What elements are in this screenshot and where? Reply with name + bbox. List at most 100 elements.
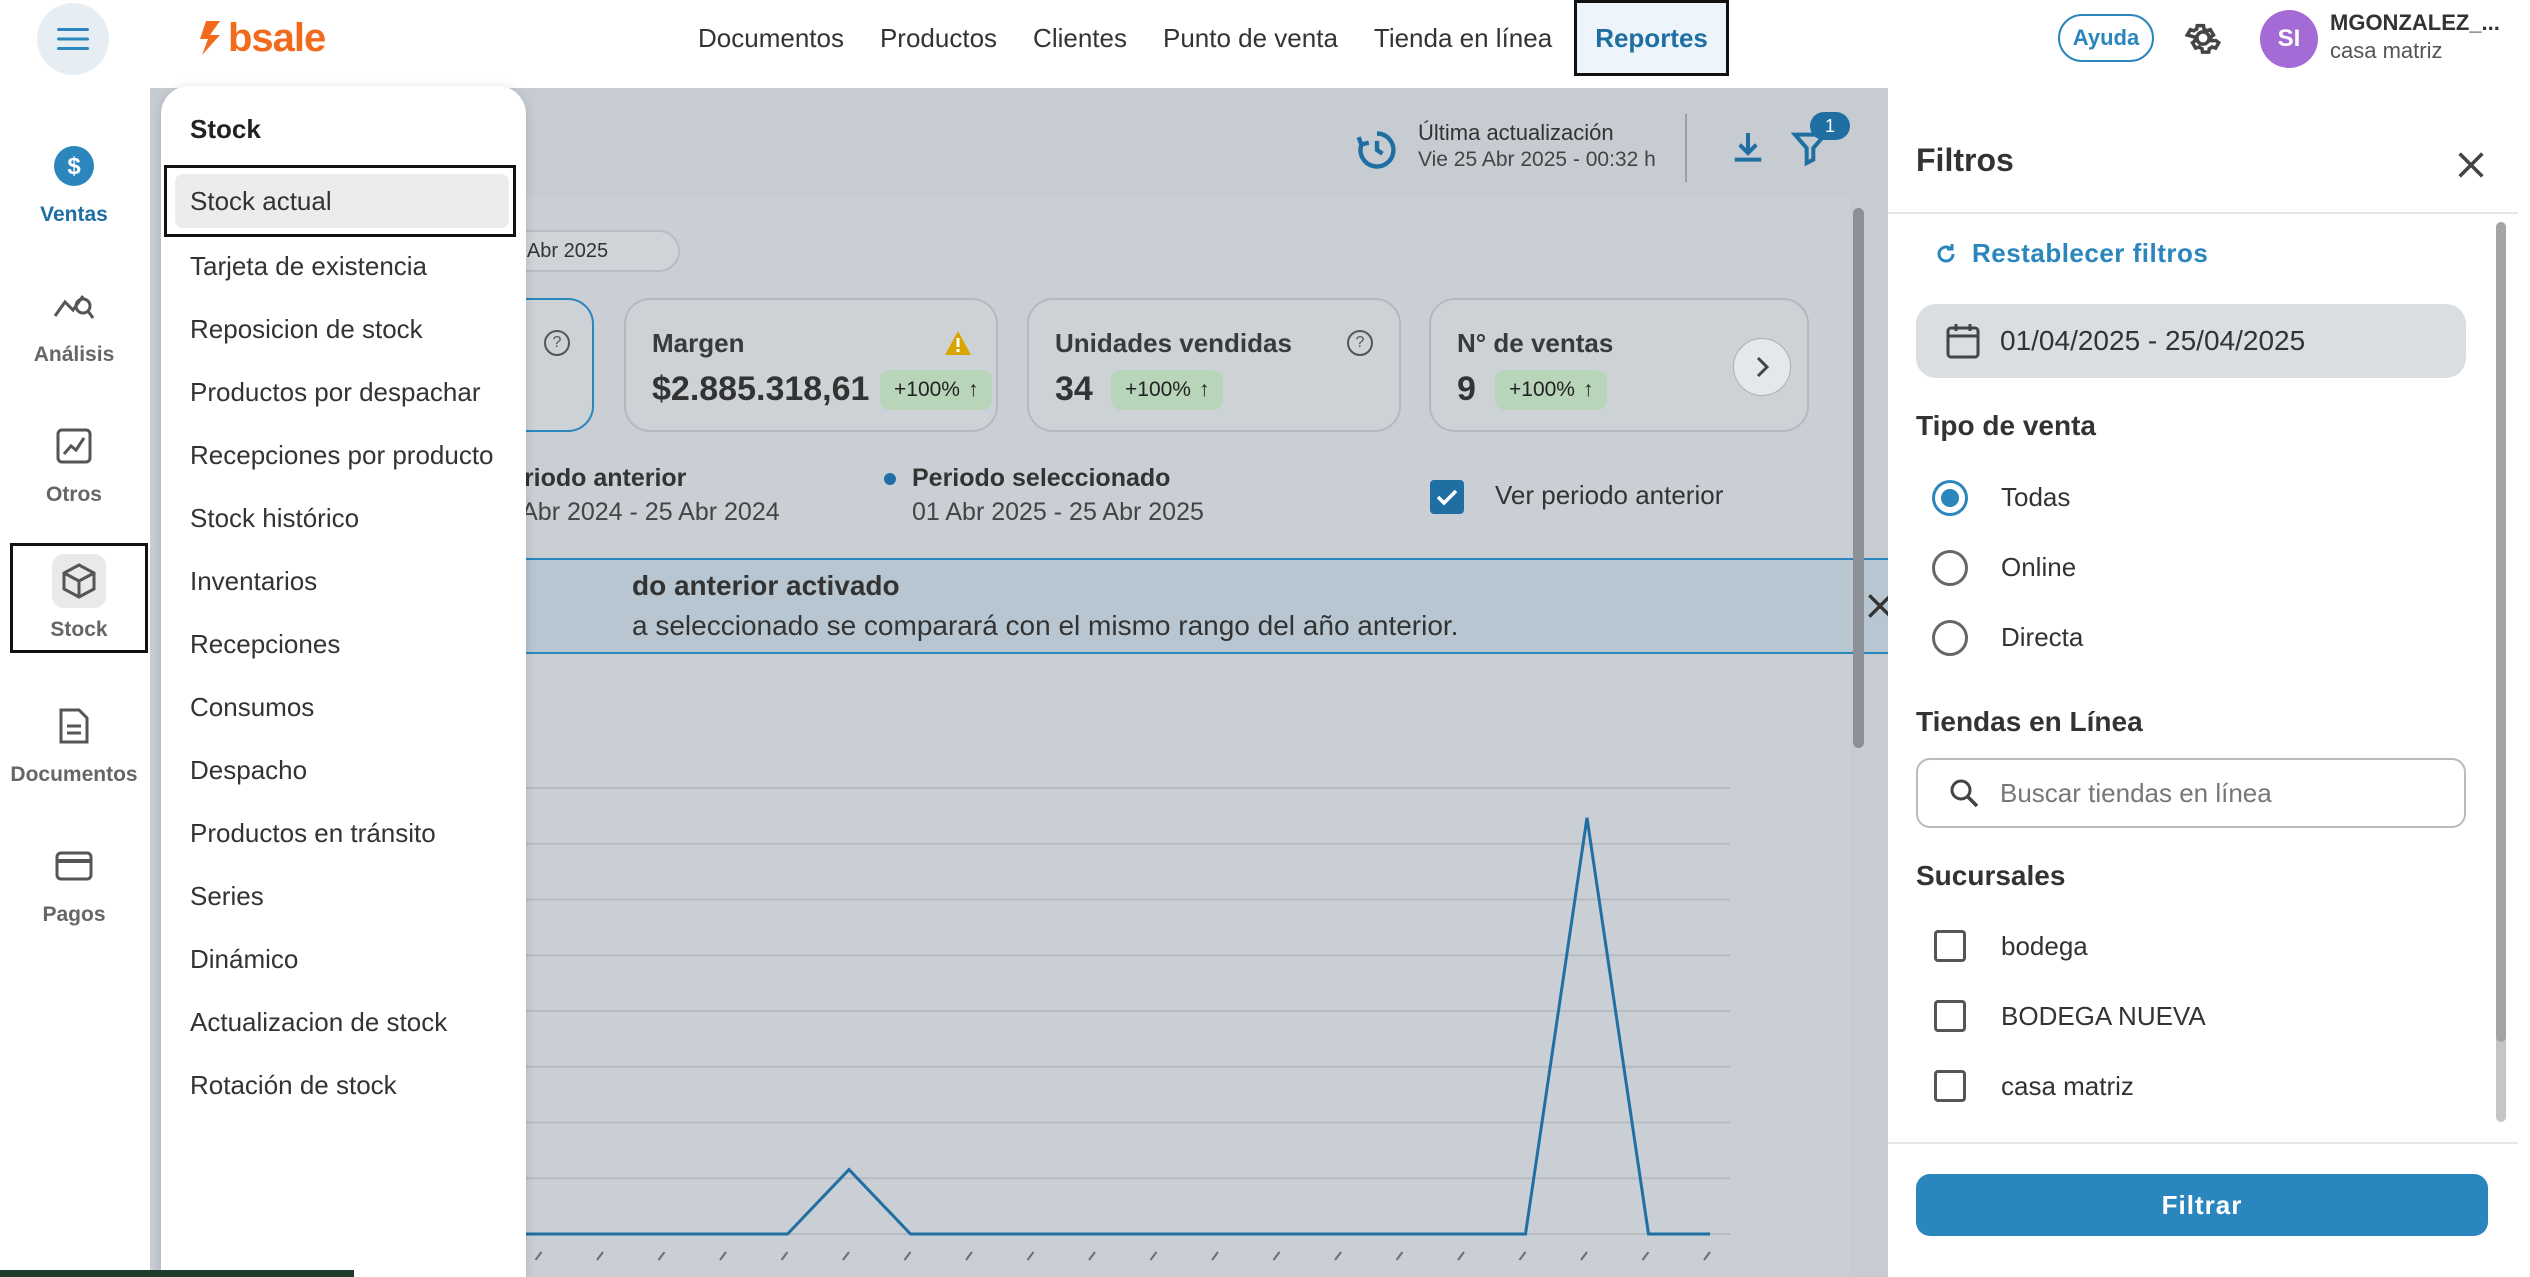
cards-next-button[interactable] (1733, 338, 1791, 396)
date-range-value: 01/04/2025 - 25/04/2025 (2000, 325, 2306, 356)
help-circle-icon[interactable]: ? (544, 330, 570, 356)
help-button[interactable]: Ayuda (2058, 14, 2154, 62)
chart-x-tick (1211, 1251, 1219, 1261)
kpi-change: +100% (1509, 378, 1575, 401)
divider (1888, 1142, 2518, 1144)
close-icon[interactable] (2454, 148, 2488, 182)
apply-filters-button[interactable]: Filtrar (1916, 1174, 2488, 1236)
checkbox-bodega-nueva-label[interactable]: BODEGA NUEVA (2001, 1001, 2206, 1031)
kpi-card-unidades[interactable]: Unidades vendidas ? 34 +100% ↑ (1027, 298, 1401, 432)
main-nav: Documentos Productos Clientes Punto de v… (680, 0, 1729, 76)
sidebar-item-ventas[interactable]: $ Ventas (0, 128, 148, 238)
nav-documentos[interactable]: Documentos (698, 22, 844, 53)
sidebar-item-pagos[interactable]: Pagos (0, 828, 148, 938)
checkbox-casa-matriz[interactable] (1934, 1070, 1966, 1102)
report-scrollbar-thumb[interactable] (1853, 208, 1864, 748)
arrow-up-icon: ↑ (1582, 378, 1594, 401)
radio-directa[interactable] (1932, 620, 1968, 656)
chart-x-tick (842, 1251, 850, 1261)
kpi-card-margen[interactable]: Margen $2.885.318,61 +100% ↑ (624, 298, 998, 432)
nav-punto-de-venta[interactable]: Punto de venta (1162, 22, 1338, 53)
alert-title: do anterior activado (632, 570, 900, 601)
radio-todas-label[interactable]: Todas (2001, 482, 2071, 512)
checkbox-bodega-label[interactable]: bodega (2001, 931, 2088, 961)
search-placeholder: Buscar tiendas en línea (2000, 777, 2272, 808)
sidebar-item-otros[interactable]: Otros (0, 408, 148, 518)
menu-item-inventarios[interactable]: Inventarios (190, 565, 318, 596)
nav-productos[interactable]: Productos (879, 22, 998, 53)
chart-x-tick (1395, 1251, 1404, 1261)
online-stores-search-input[interactable]: Buscar tiendas en línea (1916, 758, 2466, 828)
check-icon (1436, 489, 1458, 506)
reset-filters-button[interactable]: Restablecer filtros (1934, 238, 2208, 269)
show-previous-checkbox[interactable] (1430, 480, 1464, 514)
menu-item-recepciones-por-producto[interactable]: Recepciones por producto (190, 439, 494, 470)
chart-x-tick (1518, 1251, 1527, 1261)
radio-directa-label[interactable]: Directa (2001, 622, 2084, 652)
legend-previous-range: l Abr 2024 - 25 Abr 2024 (510, 498, 780, 526)
menu-item-productos-por-despachar[interactable]: Productos por despachar (190, 376, 481, 407)
download-icon[interactable] (1728, 128, 1768, 168)
card-icon (47, 839, 101, 893)
divider (1685, 114, 1687, 182)
show-previous-label[interactable]: Ver periodo anterior (1495, 480, 1724, 510)
sidebar-item-label: Stock (50, 618, 108, 641)
legend-previous-title: eriodo anterior (510, 464, 687, 492)
chart-x-tick (903, 1251, 912, 1261)
help-circle-icon[interactable]: ? (1347, 330, 1373, 356)
trend-chart-icon (47, 419, 101, 473)
nav-tienda-en-linea[interactable]: Tienda en línea (1373, 22, 1553, 53)
date-range-field[interactable]: 01/04/2025 - 25/04/2025 (1916, 304, 2466, 378)
chart-x-tick (965, 1251, 973, 1261)
logo[interactable]: bsale (198, 16, 326, 60)
kpi-value: $2.885.318,61 (652, 370, 870, 408)
close-icon[interactable] (1864, 590, 1888, 622)
nav-reportes[interactable]: Reportes (1574, 0, 1729, 76)
checkbox-bodega-nueva[interactable] (1934, 1000, 1966, 1032)
checkbox-bodega[interactable] (1934, 930, 1966, 962)
sidebar-item-stock[interactable]: Stock (10, 543, 148, 653)
sidebar: $ Ventas Análisis Otros Stock Documentos… (0, 88, 148, 1277)
chevron-right-icon (1756, 356, 1770, 378)
radio-todas[interactable] (1932, 480, 1968, 516)
filter-count-badge: 1 (1810, 112, 1850, 140)
radio-online-label[interactable]: Online (2001, 552, 2077, 582)
menu-item-productos-en-transito[interactable]: Productos en tránsito (190, 817, 436, 848)
user-name[interactable]: MGONZALEZ_... (2330, 10, 2500, 35)
kpi-card-n-ventas[interactable]: N° de ventas 9 +100% ↑ (1429, 298, 1809, 432)
sidebar-item-label: Otros (45, 483, 102, 506)
online-stores-title: Tiendas en Línea (1916, 706, 2143, 737)
menu-item-rotacion-de-stock[interactable]: Rotación de stock (190, 1069, 397, 1100)
branches-title: Sucursales (1916, 860, 2066, 891)
menu-item-tarjeta-de-existencia[interactable]: Tarjeta de existencia (190, 250, 428, 281)
radio-online[interactable] (1932, 550, 1968, 586)
svg-text:$: $ (67, 153, 81, 180)
sidebar-item-documentos[interactable]: Documentos (0, 688, 148, 798)
checkbox-casa-matriz-label[interactable]: casa matriz (2001, 1071, 2134, 1101)
sidebar-item-label: Documentos (10, 763, 138, 786)
menu-item-dinamico[interactable]: Dinámico (190, 943, 299, 974)
avatar[interactable]: SI (2260, 10, 2318, 68)
menu-item-recepciones[interactable]: Recepciones (190, 628, 341, 659)
menu-item-reposicion-de-stock[interactable]: Reposicion de stock (190, 313, 423, 344)
filters-scrollbar-thumb[interactable] (2496, 222, 2506, 1042)
chart-x-tick (1457, 1251, 1465, 1261)
last-update-value: Vie 25 Abr 2025 - 00:32 h (1418, 148, 1656, 171)
legend-selected-title: Periodo seleccionado (912, 464, 1171, 492)
menu-item-stock-actual[interactable]: Stock actual (164, 165, 516, 237)
chart-x-tick (1088, 1251, 1096, 1261)
box-icon (52, 554, 106, 608)
menu-item-despacho[interactable]: Despacho (190, 754, 308, 785)
sidebar-item-analisis[interactable]: Análisis (0, 268, 148, 378)
menu-item-stock-historico[interactable]: Stock histórico (190, 502, 360, 533)
menu-item-actualizacion-de-stock[interactable]: Actualizacion de stock (190, 1006, 448, 1037)
nav-clientes[interactable]: Clientes (1033, 22, 1127, 53)
sidebar-item-label: Ventas (40, 203, 108, 226)
menu-item-series[interactable]: Series (190, 880, 264, 911)
gear-icon[interactable] (2182, 17, 2224, 59)
menu-button[interactable] (37, 3, 109, 75)
kpi-value: 34 (1055, 370, 1093, 408)
menu-item-consumos[interactable]: Consumos (190, 691, 315, 722)
chart-x-tick (780, 1251, 789, 1261)
sale-type-title: Tipo de venta (1916, 410, 2096, 441)
